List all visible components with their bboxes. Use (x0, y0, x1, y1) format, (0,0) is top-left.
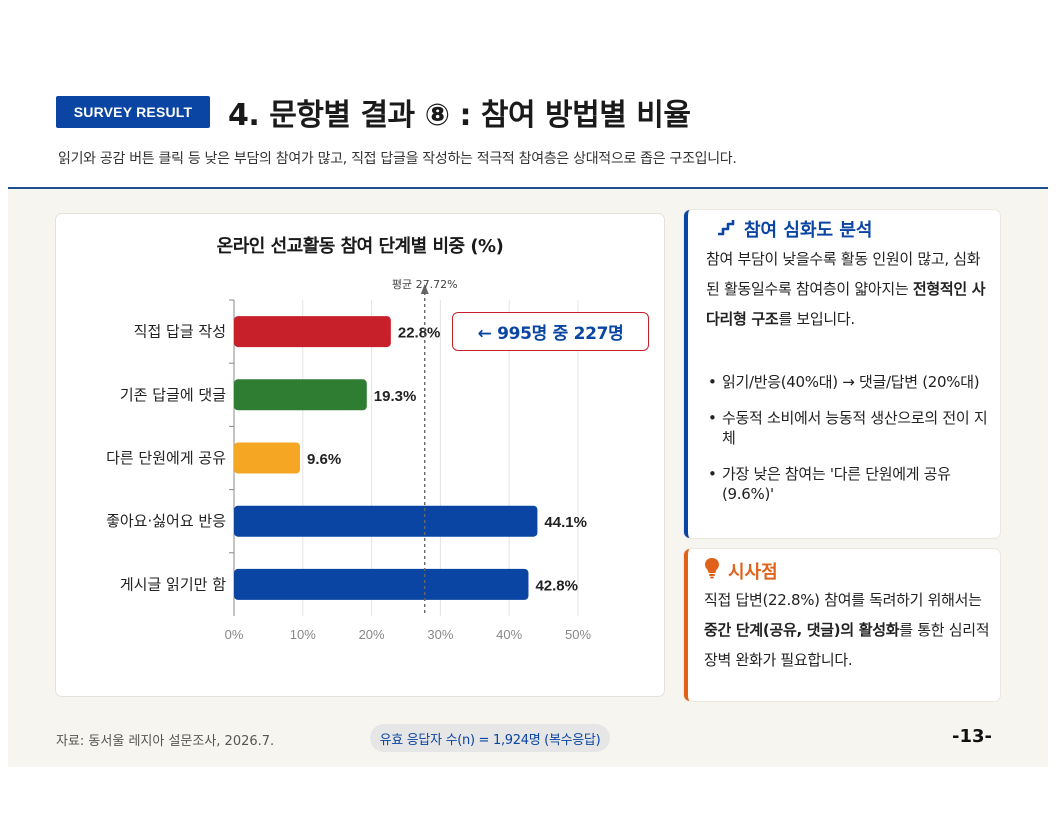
source-note: 자료: 동서울 레지아 설문조사, 2026.7. (56, 734, 275, 749)
x-tick-label: 50% (565, 627, 591, 642)
analysis-bullets: 읽기/반응(40%대) → 댓글/답변 (20%대) 수동적 소비에서 능동적 … (706, 372, 990, 520)
header-divider (8, 187, 1048, 189)
page-number: -13- (952, 726, 992, 747)
analysis-text: 참여 부담이 낮을수록 활동 인원이 많고, 심화된 활동일수록 참여층이 얇아… (706, 244, 990, 334)
survey-result-badge: SURVEY RESULT (56, 96, 210, 128)
value-label: 42.8% (535, 577, 578, 594)
category-label: 좋아요·싫어요 반응 (106, 512, 226, 530)
implication-text-part: 를 통한 심리적 장벽 완화가 필요합니다. (704, 621, 990, 669)
page-title: 4. 문항별 결과 ⑧ : 참여 방법별 비율 (228, 98, 691, 133)
analysis-bullet: 가장 낮은 참여는 '다른 단원에게 공유 (9.6%)' (706, 464, 990, 504)
category-label: 기존 답글에 댓글 (120, 386, 226, 404)
category-label: 직접 답글 작성 (134, 323, 226, 341)
category-label: 게시글 읽기만 함 (120, 575, 226, 593)
analysis-heading: 참여 심화도 분석 (716, 216, 872, 242)
page-subtitle: 읽기와 공감 버튼 클릭 등 낮은 부담의 참여가 많고, 직접 답글을 작성하… (58, 151, 737, 167)
bar (234, 505, 538, 537)
bar (234, 316, 391, 348)
analysis-text-emphasis: 전형적인 사다리형 구조 (706, 280, 986, 328)
x-tick-label: 20% (359, 627, 385, 642)
analysis-text-part: 를 보입니다. (778, 310, 855, 328)
implication-text-part: 직접 답변(22.8%) 참여를 독려하기 위해서는 (704, 591, 982, 609)
chart-card: 온라인 선교활동 참여 단계별 비중 (%) 0% 10% 20% 30% 40% 50%… (56, 214, 664, 696)
stairs-icon (716, 217, 736, 242)
bar-chart: 0% 10% 20% 30% 40% 50% 직접 답글 작성 22.8% 기존 답글에 댓글 1… (106, 278, 591, 642)
value-label: 44.1% (544, 514, 587, 531)
implication-panel: 시사점 직접 답변(22.8%) 참여를 독려하기 위해서는 중간 단계(공유,… (684, 549, 1000, 701)
bar (234, 379, 367, 411)
analysis-text-part: 참여 부담이 낮을수록 활동 인원이 많고, 심화된 활동일수록 참여층이 얇아… (706, 250, 981, 298)
bar (234, 568, 529, 600)
x-tick-label: 40% (496, 627, 522, 642)
lightbulb-icon (704, 557, 720, 584)
implication-heading-text: 시사점 (728, 561, 778, 583)
implication-text: 직접 답변(22.8%) 참여를 독려하기 위해서는 중간 단계(공유, 댓글)… (704, 585, 990, 675)
value-label: 19.3% (374, 388, 417, 405)
average-arrow (420, 284, 429, 294)
x-tick-label: 10% (290, 627, 316, 642)
respondent-callout: ← 995명 중 227명 (452, 312, 649, 351)
value-label: 9.6% (307, 451, 341, 468)
average-label: 평균 27.72% (392, 278, 458, 291)
analysis-heading-text: 참여 심화도 분석 (744, 220, 873, 241)
implication-text-emphasis: 중간 단계(공유, 댓글)의 활성화 (704, 621, 900, 639)
sample-size-pill: 유효 응답자 수(n) = 1,924명 (복수응답) (370, 724, 610, 752)
analysis-panel: 참여 심화도 분석 참여 부담이 낮을수록 활동 인원이 많고, 심화된 활동일… (684, 210, 1000, 538)
analysis-bullet: 읽기/반응(40%대) → 댓글/답변 (20%대) (706, 372, 990, 392)
implication-heading: 시사점 (704, 557, 778, 584)
value-label: 22.8% (398, 325, 441, 342)
x-tick-label: 0% (225, 627, 244, 642)
x-tick-label: 30% (427, 627, 453, 642)
analysis-bullet: 수동적 소비에서 능동적 생산으로의 전이 지체 (706, 408, 990, 448)
chart-title: 온라인 선교활동 참여 단계별 비중 (%) (216, 236, 504, 257)
bar (234, 442, 301, 474)
category-label: 다른 단원에게 공유 (106, 449, 226, 467)
